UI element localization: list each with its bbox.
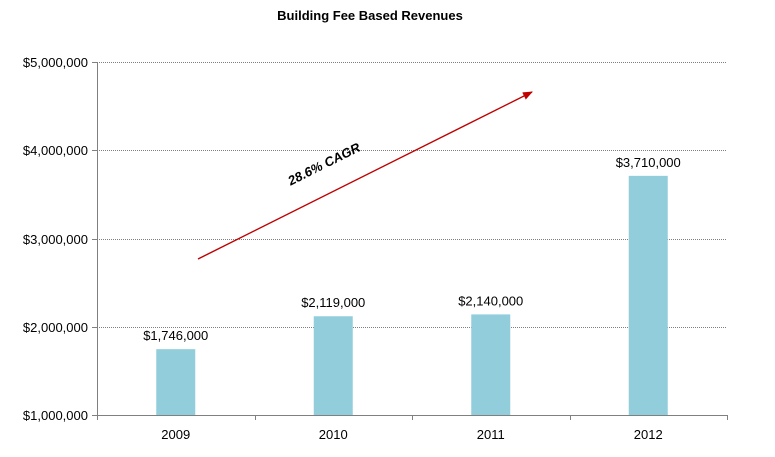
y-tick-label: $2,000,000 [23,320,88,335]
bars [156,175,668,415]
axes: $1,000,000 $2,000,000 $3,000,000 $4,000,000… [23,55,728,442]
y-tick-label: $1,000,000 [23,408,88,423]
y-tick-label: $3,000,000 [23,232,88,247]
bar-2011 [471,314,511,415]
bar-2009 [156,349,196,415]
bar-2012 [628,175,668,415]
x-tick-label: 2011 [477,427,505,442]
data-label: $1,746,000 [143,328,208,343]
data-label: $2,140,000 [458,293,523,308]
data-labels: $1,746,000 $2,119,000 $2,140,000 $3,710,000 [143,155,681,343]
cagr-annotation: 28.6% CAGR [197,91,533,260]
bar-2010 [313,316,353,415]
cagr-label: 28.6% CAGR [285,139,364,188]
x-tick-label: 2010 [319,427,348,442]
cagr-arrow [197,91,533,260]
x-tick-label: 2012 [634,427,663,442]
y-tick-label: $4,000,000 [23,143,88,158]
x-tick-label: 2009 [161,427,190,442]
y-tick-label: $5,000,000 [23,55,88,70]
data-label: $2,119,000 [301,295,365,310]
gridlines [97,62,727,328]
chart-title: Building Fee Based Revenues [277,8,463,23]
data-label: $3,710,000 [616,155,681,170]
